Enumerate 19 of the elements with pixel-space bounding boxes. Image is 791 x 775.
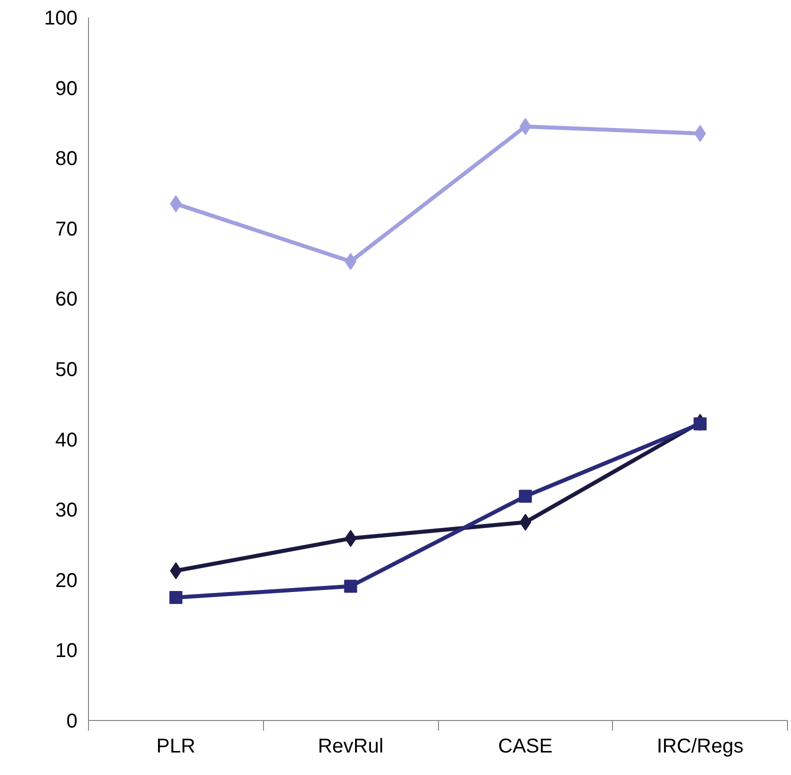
y-tick-label: 0: [66, 710, 78, 732]
y-tick-label: 60: [55, 288, 78, 311]
x-tick-label: CASE: [498, 736, 553, 758]
y-tick-label: 80: [55, 148, 78, 170]
y-tick-label: 40: [55, 429, 78, 452]
point: [518, 490, 532, 503]
y-tick-label: 90: [55, 78, 78, 100]
y-tick-label: 70: [55, 218, 78, 240]
y-tick-label: 50: [55, 359, 78, 381]
y-tick-label: 100: [44, 8, 78, 30]
y-tick-label: 20: [55, 570, 78, 592]
point: [344, 580, 358, 593]
y-tick-label: 30: [55, 500, 78, 522]
x-tick-label: IRC/Regs: [656, 736, 744, 758]
y-tick-label: 10: [55, 640, 78, 662]
point: [694, 417, 707, 430]
point: [169, 590, 182, 604]
x-tick-label: PLR: [156, 736, 196, 758]
x-tick-label: RevRul: [318, 736, 384, 758]
